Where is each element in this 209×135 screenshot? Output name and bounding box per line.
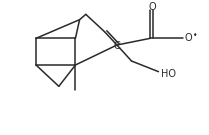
Text: C: C	[113, 41, 120, 51]
Text: •: •	[193, 31, 198, 40]
Text: O: O	[184, 33, 192, 43]
Text: O: O	[148, 2, 156, 12]
Text: HO: HO	[161, 69, 176, 79]
